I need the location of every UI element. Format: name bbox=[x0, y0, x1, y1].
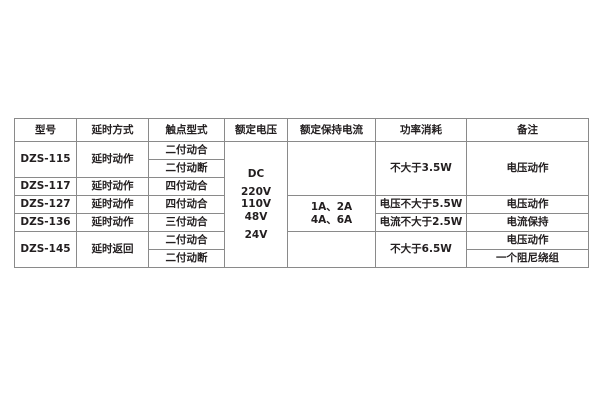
cell-delay-dzs145: 延时返回 bbox=[76, 231, 149, 268]
cell-remark-3: 电流保持 bbox=[466, 213, 589, 232]
cell-contact-5: 三付动合 bbox=[148, 213, 225, 232]
column-header-holding-current: 额定保持电流 bbox=[287, 118, 376, 142]
column-header-contact-type: 触点型式 bbox=[148, 118, 225, 142]
cell-delay-dzs117: 延时动作 bbox=[76, 177, 149, 196]
column-header-power-consumption: 功率消耗 bbox=[375, 118, 467, 142]
cell-contact-2: 二付动断 bbox=[148, 159, 225, 178]
current-line-2: 4A、6A bbox=[310, 213, 353, 226]
cell-current-empty-top bbox=[287, 141, 376, 196]
cell-model-dzs127: DZS-127 bbox=[14, 195, 77, 214]
table-row-dzs127: DZS-127 延时动作 四付动合 1A、2A 4A、6A 电压不大于5.5W … bbox=[14, 195, 589, 232]
cell-remark-2: 电压动作 bbox=[466, 195, 589, 214]
cell-delay-dzs127: 延时动作 bbox=[76, 195, 149, 214]
column-header-remark: 备注 bbox=[466, 118, 589, 142]
current-line-1: 1A、2A bbox=[310, 201, 353, 214]
cell-contact-3: 四付动合 bbox=[148, 177, 225, 196]
cell-rated-voltage-merged: DC 220V 110V 48V 24V bbox=[224, 141, 288, 268]
table-row-dzs145-b: 二付动断 一个阻尼绕组 bbox=[15, 249, 589, 268]
table-row-dzs145-a: DZS-145 延时返回 二付动合 不大于6.5W 电压动作 bbox=[14, 231, 589, 268]
cell-contact-4: 四付动合 bbox=[148, 195, 225, 214]
voltage-220v: 220V bbox=[240, 186, 272, 199]
cell-remark-5: 一个阻尼绕组 bbox=[466, 249, 589, 268]
cell-power-1: 不大于3.5W bbox=[375, 141, 467, 196]
cell-model-dzs145: DZS-145 bbox=[14, 231, 77, 268]
voltage-dc: DC bbox=[247, 168, 265, 181]
cell-power-4: 不大于6.5W bbox=[375, 231, 467, 268]
voltage-48v: 48V bbox=[244, 210, 268, 223]
voltage-24v: 24V bbox=[244, 228, 268, 241]
cell-contact-7: 二付动断 bbox=[148, 249, 225, 268]
column-header-rated-voltage: 额定电压 bbox=[224, 118, 288, 142]
cell-delay-dzs136: 延时动作 bbox=[76, 213, 149, 232]
cell-model-dzs115: DZS-115 bbox=[14, 141, 77, 178]
cell-model-dzs117: DZS-117 bbox=[14, 177, 77, 196]
cell-current-values: 1A、2A 4A、6A bbox=[287, 195, 376, 232]
cell-remark-1: 电压动作 bbox=[466, 141, 589, 196]
relay-specification-table: 型号 延时方式 触点型式 额定电压 额定保持电流 功率消耗 备注 DZS-115… bbox=[14, 118, 589, 268]
cell-current-empty-bottom bbox=[287, 231, 376, 268]
table-header-row: 型号 延时方式 触点型式 额定电压 额定保持电流 功率消耗 备注 bbox=[14, 118, 589, 142]
cell-power-2: 电压不大于5.5W bbox=[375, 195, 467, 214]
cell-delay-dzs115: 延时动作 bbox=[76, 141, 149, 178]
cell-power-3: 电流不大于2.5W bbox=[375, 213, 467, 232]
voltage-110v: 110V bbox=[240, 198, 272, 211]
cell-contact-1: 二付动合 bbox=[148, 141, 225, 160]
table-row-dzs115-a: DZS-115 延时动作 二付动合 DC 220V 110V 48V 24V 不… bbox=[14, 141, 589, 268]
cell-contact-6: 二付动合 bbox=[148, 231, 225, 250]
column-header-delay-mode: 延时方式 bbox=[76, 118, 149, 142]
cell-remark-4: 电压动作 bbox=[466, 231, 589, 250]
cell-model-dzs136: DZS-136 bbox=[14, 213, 77, 232]
column-header-model: 型号 bbox=[14, 118, 77, 142]
